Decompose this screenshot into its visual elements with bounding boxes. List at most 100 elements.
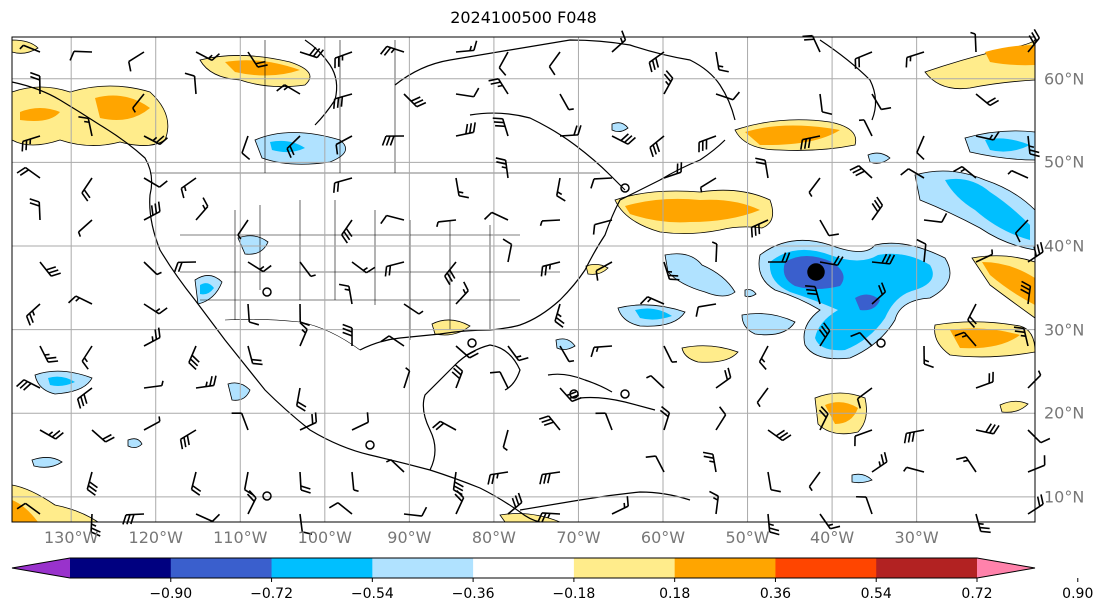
wind-barb (190, 471, 202, 496)
wind-barb (195, 513, 221, 523)
colorbar-tick-label: 0.36 (759, 586, 792, 602)
wind-barb (498, 51, 509, 76)
wind-barb (854, 429, 873, 447)
wind-barb (559, 345, 575, 363)
longitude-label: 80°W (471, 528, 516, 547)
wind-barb (143, 177, 168, 188)
wind-barb (403, 303, 424, 315)
wind-barb (380, 214, 405, 225)
colorbar-segment (473, 558, 575, 578)
wind-barb (871, 451, 888, 473)
wind-barb (299, 261, 316, 278)
colorbar-tick-label: 0.54 (860, 586, 892, 602)
wind-barb (386, 459, 405, 473)
wind-barb (351, 471, 359, 493)
colorbar-extend-low (12, 558, 70, 578)
wind-barb (507, 492, 523, 515)
wind-barb (592, 219, 613, 235)
wind-barb (967, 303, 977, 328)
wind-barb (663, 70, 674, 95)
wind-barb (590, 177, 613, 189)
wind-barb (334, 51, 353, 69)
wind-barb (611, 133, 636, 145)
wind-barb (539, 219, 561, 226)
wind-barb (646, 374, 665, 389)
wind-barb (299, 321, 308, 347)
wind-barb (645, 455, 665, 473)
colorbar-tick-label: −0.36 (451, 586, 495, 602)
wind-barb (903, 429, 925, 444)
wind-barb (767, 513, 780, 536)
wind-barb (379, 45, 405, 56)
wind-barb (295, 387, 307, 412)
wind-barb (351, 261, 376, 274)
wind-barb (67, 295, 93, 305)
wind-barb (698, 135, 717, 153)
wind-barb (299, 412, 318, 431)
wind-barb (715, 367, 732, 389)
wind-barb (86, 471, 98, 496)
wind-barb (595, 412, 613, 431)
wind-barb (16, 502, 41, 515)
wind-barb (548, 51, 561, 76)
wind-barb (492, 117, 509, 137)
wind-barb (342, 323, 353, 347)
wind-barb (871, 196, 884, 221)
wind-barb (611, 30, 627, 53)
wind-barb (590, 345, 613, 358)
colorbar (11, 557, 1079, 582)
wind-barb (143, 303, 168, 315)
wind-barb (975, 249, 994, 263)
colorbar-segment (170, 558, 273, 578)
wind-barb (663, 162, 683, 179)
wind-barb (16, 166, 41, 179)
colorbar-tick-label: −0.90 (149, 586, 193, 602)
wind-barb (540, 261, 561, 277)
wind-barb (756, 387, 769, 408)
wind-barb (767, 429, 792, 442)
wind-barb (800, 135, 821, 150)
wind-barb (648, 51, 665, 73)
map-frame (11, 36, 1036, 523)
colorbar-tick-label: −0.72 (250, 586, 293, 602)
wind-barb (1020, 280, 1032, 305)
wind-barb (91, 429, 115, 443)
wind-barb (380, 335, 405, 347)
wind-barb (444, 261, 457, 286)
wind-barb (871, 253, 896, 265)
wind-barb (1007, 169, 1029, 179)
wind-barb (750, 219, 769, 238)
wind-barb (299, 471, 311, 494)
wind-barb (850, 331, 873, 347)
wind-barb (854, 51, 873, 69)
wind-barb (195, 51, 220, 62)
wind-barb (455, 345, 479, 359)
colorbar-tick-label: 0.90 (1062, 586, 1094, 602)
wind-barb (483, 211, 509, 221)
wind-barb (16, 379, 41, 391)
wind-barb (507, 345, 529, 362)
wind-barb (195, 197, 209, 221)
wind-barb (21, 135, 41, 152)
wind-barb (808, 471, 821, 492)
wind-barb (956, 456, 977, 473)
wind-barb (711, 241, 718, 263)
wind-barb (143, 416, 161, 431)
wind-barb (905, 51, 925, 68)
wind-barb (77, 219, 93, 237)
wind-barb (819, 219, 839, 237)
wind-barb (237, 219, 249, 240)
wind-barb (90, 513, 101, 537)
wind-barb (247, 51, 268, 68)
latitude-label: 60°N (1044, 69, 1085, 89)
wind-barb (802, 34, 821, 53)
wind-barb (488, 77, 509, 95)
wind-barb (755, 157, 769, 179)
wind-barb (818, 322, 831, 347)
wind-barb (975, 513, 991, 534)
wind-barb (455, 281, 469, 305)
wind-barb (286, 135, 301, 159)
wind-barb (819, 93, 833, 116)
wind-barb (299, 513, 313, 535)
